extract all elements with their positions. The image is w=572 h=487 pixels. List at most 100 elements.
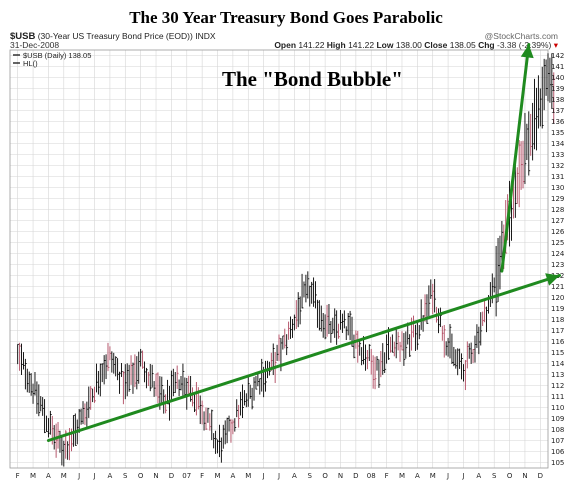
chg-label: Chg (478, 40, 495, 50)
ohlc-readout: Open 141.22 High 141.22 Low 138.00 Close… (274, 40, 558, 50)
x-tick-label: M (399, 472, 405, 480)
legend-series: $USB (Daily) 138.05 (23, 51, 91, 60)
x-tick-label: M (214, 472, 220, 480)
exchange-label: INDX (195, 31, 216, 41)
y-tick-label: 108 (551, 426, 564, 434)
x-tick-label: A (230, 472, 235, 480)
x-tick-label: O (322, 472, 328, 480)
y-tick-label: 112 (551, 382, 564, 390)
y-tick-label: 132 (551, 162, 564, 170)
parabolic-arrowhead (520, 44, 534, 59)
x-tick-label: D (353, 472, 358, 480)
x-tick-label: F (16, 472, 20, 480)
trendlines (46, 43, 562, 442)
y-tick-label: 131 (551, 173, 564, 181)
y-tick-label: 141 (551, 63, 564, 71)
y-tick-label: 121 (551, 283, 564, 291)
y-tick-label: 139 (551, 85, 564, 93)
x-tick-label: F (385, 472, 389, 480)
x-tick-label: N (522, 472, 527, 480)
y-tick-label: 126 (551, 228, 565, 236)
x-tick-label: J (446, 472, 449, 480)
x-tick-label: J (93, 472, 96, 480)
symbol-label: $USB (30-Year US Treasury Bond Price (EO… (10, 31, 216, 42)
legend: $USB (Daily) 138.05 HL() (13, 51, 91, 68)
y-tick-label: 125 (551, 239, 564, 247)
y-tick-label: 106 (551, 448, 565, 456)
x-tick-label: N (338, 472, 343, 480)
date-label: 31-Dec-2008 (10, 40, 60, 50)
x-tick-label: S (308, 472, 313, 480)
x-tick-label: D (169, 472, 174, 480)
source-credit[interactable]: @StockCharts.com (484, 31, 558, 41)
x-tick-label: J (461, 472, 464, 480)
high-label: High (326, 40, 346, 50)
x-tick-label: J (262, 472, 265, 480)
x-tick-label: J (277, 472, 280, 480)
x-tick-label: J (77, 472, 80, 480)
x-tick-label: A (108, 472, 113, 480)
y-tick-label: 107 (551, 437, 564, 445)
x-tick-label: A (46, 472, 51, 480)
y-tick-label: 138 (551, 96, 564, 104)
parabolic-trendline (500, 43, 531, 273)
y-tick-label: 134 (551, 140, 565, 148)
y-tick-label: 115 (551, 349, 564, 357)
open-label: Open (274, 40, 297, 50)
close-value: 138.05 (449, 40, 476, 50)
y-axis: 105 106 107 108 109 110 111 112 113 114 115 116 117 1… (551, 52, 565, 467)
y-tick-label: 117 (551, 327, 564, 335)
x-tick-label: D (538, 472, 543, 480)
y-tick-label: 124 (551, 250, 565, 258)
y-tick-label: 133 (551, 151, 564, 159)
x-tick-label: M (430, 472, 436, 480)
grid (10, 50, 548, 468)
x-tick-label: 08 (367, 472, 376, 480)
y-tick-label: 105 (551, 459, 564, 467)
x-tick-label: N (153, 472, 158, 480)
close-label: Close (424, 40, 448, 50)
high-value: 141.22 (348, 40, 375, 50)
y-tick-label: 119 (551, 305, 564, 313)
y-tick-label: 118 (551, 316, 564, 324)
y-tick-label: 137 (551, 107, 564, 115)
y-tick-label: 136 (551, 118, 565, 126)
x-tick-label: F (200, 472, 204, 480)
x-tick-label: A (476, 472, 481, 480)
down-arrow-icon: ▾ (553, 40, 558, 50)
y-tick-label: 111 (551, 393, 564, 401)
low-label: Low (376, 40, 394, 50)
y-tick-label: 113 (551, 371, 564, 379)
y-tick-label: 114 (551, 360, 565, 368)
y-tick-label: 123 (551, 261, 564, 269)
y-tick-label: 116 (551, 338, 565, 346)
x-axis: F M A M J J A S O N D 07 F M A M J J A S O N D 08 F M A M J J A S O N D (16, 472, 543, 480)
x-tick-label: M (61, 472, 67, 480)
trendline-arrowhead (545, 273, 560, 286)
y-tick-label: 129 (551, 195, 564, 203)
y-tick-label: 128 (551, 206, 564, 214)
plot-frame (9, 49, 549, 469)
y-tick-label: 120 (551, 294, 564, 302)
x-tick-label: M (30, 472, 36, 480)
y-tick-label: 130 (551, 184, 564, 192)
bond-bubble-annotation: The "Bond Bubble" (222, 67, 403, 91)
y-tick-label: 135 (551, 129, 564, 137)
y-tick-label: 110 (551, 404, 564, 412)
x-tick-label: A (292, 472, 297, 480)
price-bars (17, 53, 556, 467)
x-tick-label: S (123, 472, 128, 480)
y-tick-label: 142 (551, 52, 564, 60)
long-term-trendline (46, 274, 562, 442)
x-tick-label: M (245, 472, 251, 480)
open-value: 141.22 (298, 40, 325, 50)
low-value: 138.00 (395, 40, 422, 50)
x-tick-label: 07 (182, 472, 191, 480)
y-tick-label: 140 (551, 74, 564, 82)
y-tick-label: 109 (551, 415, 564, 423)
legend-indicator: HL() (23, 59, 38, 68)
symbol-ticker: $USB (10, 31, 36, 42)
chart-title: The 30 Year Treasury Bond Goes Parabolic (129, 8, 443, 27)
x-tick-label: A (415, 472, 420, 480)
